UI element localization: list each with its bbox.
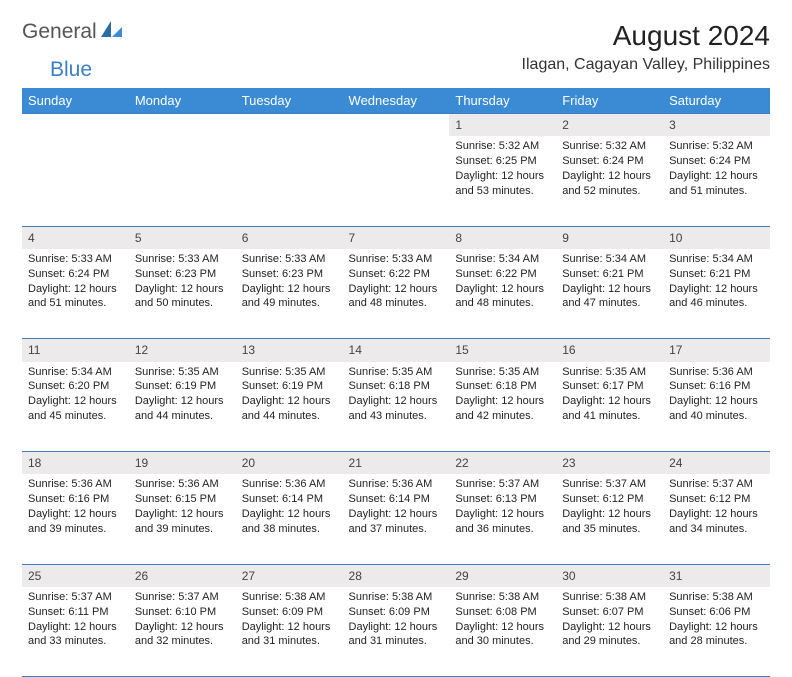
day-content: Sunrise: 5:38 AMSunset: 6:09 PMDaylight:…	[343, 587, 450, 677]
day-content: Sunrise: 5:35 AMSunset: 6:18 PMDaylight:…	[343, 362, 450, 452]
day-number: 11	[22, 339, 129, 362]
day-number: 8	[449, 226, 556, 249]
day-content: Sunrise: 5:34 AMSunset: 6:20 PMDaylight:…	[22, 362, 129, 452]
day-header-row: SundayMondayTuesdayWednesdayThursdayFrid…	[22, 88, 770, 114]
day-number-row: 18192021222324	[22, 452, 770, 475]
day-content: Sunrise: 5:35 AMSunset: 6:19 PMDaylight:…	[129, 362, 236, 452]
day-number: 13	[236, 339, 343, 362]
day-number: 14	[343, 339, 450, 362]
day-number: 5	[129, 226, 236, 249]
day-content: Sunrise: 5:35 AMSunset: 6:17 PMDaylight:…	[556, 362, 663, 452]
day-number: 2	[556, 114, 663, 137]
day-content: Sunrise: 5:32 AMSunset: 6:24 PMDaylight:…	[556, 136, 663, 226]
day-content: Sunrise: 5:32 AMSunset: 6:25 PMDaylight:…	[449, 136, 556, 226]
day-content	[129, 136, 236, 226]
day-content-row: Sunrise: 5:34 AMSunset: 6:20 PMDaylight:…	[22, 362, 770, 452]
day-number: 28	[343, 564, 450, 587]
day-number: 31	[663, 564, 770, 587]
day-number: 16	[556, 339, 663, 362]
day-content: Sunrise: 5:34 AMSunset: 6:21 PMDaylight:…	[556, 249, 663, 339]
day-number: 30	[556, 564, 663, 587]
day-number: 18	[22, 452, 129, 475]
logo-sail-icon	[101, 21, 123, 44]
day-content	[22, 136, 129, 226]
day-content-row: Sunrise: 5:36 AMSunset: 6:16 PMDaylight:…	[22, 474, 770, 564]
day-content: Sunrise: 5:33 AMSunset: 6:23 PMDaylight:…	[236, 249, 343, 339]
day-number: 15	[449, 339, 556, 362]
day-number: 6	[236, 226, 343, 249]
day-content	[343, 136, 450, 226]
day-content: Sunrise: 5:36 AMSunset: 6:14 PMDaylight:…	[343, 474, 450, 564]
day-number: 25	[22, 564, 129, 587]
day-content-row: Sunrise: 5:37 AMSunset: 6:11 PMDaylight:…	[22, 587, 770, 677]
logo-text-blue: Blue	[50, 58, 92, 81]
day-content: Sunrise: 5:33 AMSunset: 6:23 PMDaylight:…	[129, 249, 236, 339]
day-number: 3	[663, 114, 770, 137]
day-number: 26	[129, 564, 236, 587]
day-header: Wednesday	[343, 88, 450, 114]
day-number	[129, 114, 236, 137]
day-content: Sunrise: 5:32 AMSunset: 6:24 PMDaylight:…	[663, 136, 770, 226]
day-number	[236, 114, 343, 137]
logo-text-general: General	[22, 20, 97, 44]
day-content-row: Sunrise: 5:32 AMSunset: 6:25 PMDaylight:…	[22, 136, 770, 226]
day-content: Sunrise: 5:37 AMSunset: 6:11 PMDaylight:…	[22, 587, 129, 677]
day-content: Sunrise: 5:35 AMSunset: 6:19 PMDaylight:…	[236, 362, 343, 452]
day-content: Sunrise: 5:35 AMSunset: 6:18 PMDaylight:…	[449, 362, 556, 452]
day-header: Friday	[556, 88, 663, 114]
day-number-row: 45678910	[22, 226, 770, 249]
calendar-table: SundayMondayTuesdayWednesdayThursdayFrid…	[22, 88, 770, 677]
day-content: Sunrise: 5:37 AMSunset: 6:10 PMDaylight:…	[129, 587, 236, 677]
day-number: 22	[449, 452, 556, 475]
logo: General	[22, 20, 125, 44]
day-number: 1	[449, 114, 556, 137]
day-content: Sunrise: 5:38 AMSunset: 6:08 PMDaylight:…	[449, 587, 556, 677]
day-number: 24	[663, 452, 770, 475]
day-number: 9	[556, 226, 663, 249]
day-number-row: 11121314151617	[22, 339, 770, 362]
day-content: Sunrise: 5:36 AMSunset: 6:16 PMDaylight:…	[22, 474, 129, 564]
day-content: Sunrise: 5:36 AMSunset: 6:14 PMDaylight:…	[236, 474, 343, 564]
day-number-row: 25262728293031	[22, 564, 770, 587]
day-number: 21	[343, 452, 450, 475]
day-content: Sunrise: 5:38 AMSunset: 6:07 PMDaylight:…	[556, 587, 663, 677]
day-content: Sunrise: 5:36 AMSunset: 6:15 PMDaylight:…	[129, 474, 236, 564]
day-number: 12	[129, 339, 236, 362]
day-number: 17	[663, 339, 770, 362]
day-number: 27	[236, 564, 343, 587]
day-number: 7	[343, 226, 450, 249]
day-content: Sunrise: 5:33 AMSunset: 6:22 PMDaylight:…	[343, 249, 450, 339]
day-content-row: Sunrise: 5:33 AMSunset: 6:24 PMDaylight:…	[22, 249, 770, 339]
day-header: Tuesday	[236, 88, 343, 114]
day-content: Sunrise: 5:36 AMSunset: 6:16 PMDaylight:…	[663, 362, 770, 452]
day-number: 4	[22, 226, 129, 249]
day-header: Monday	[129, 88, 236, 114]
day-header: Sunday	[22, 88, 129, 114]
day-number: 19	[129, 452, 236, 475]
day-number: 29	[449, 564, 556, 587]
day-number: 23	[556, 452, 663, 475]
month-title: August 2024	[522, 20, 770, 52]
day-number-row: 123	[22, 114, 770, 137]
day-content: Sunrise: 5:38 AMSunset: 6:09 PMDaylight:…	[236, 587, 343, 677]
day-content: Sunrise: 5:33 AMSunset: 6:24 PMDaylight:…	[22, 249, 129, 339]
day-content: Sunrise: 5:34 AMSunset: 6:21 PMDaylight:…	[663, 249, 770, 339]
day-content: Sunrise: 5:34 AMSunset: 6:22 PMDaylight:…	[449, 249, 556, 339]
day-number: 20	[236, 452, 343, 475]
day-content: Sunrise: 5:37 AMSunset: 6:12 PMDaylight:…	[556, 474, 663, 564]
day-content: Sunrise: 5:38 AMSunset: 6:06 PMDaylight:…	[663, 587, 770, 677]
day-header: Saturday	[663, 88, 770, 114]
day-content: Sunrise: 5:37 AMSunset: 6:12 PMDaylight:…	[663, 474, 770, 564]
day-number	[343, 114, 450, 137]
day-content	[236, 136, 343, 226]
day-number: 10	[663, 226, 770, 249]
day-content: Sunrise: 5:37 AMSunset: 6:13 PMDaylight:…	[449, 474, 556, 564]
day-number	[22, 114, 129, 137]
day-header: Thursday	[449, 88, 556, 114]
